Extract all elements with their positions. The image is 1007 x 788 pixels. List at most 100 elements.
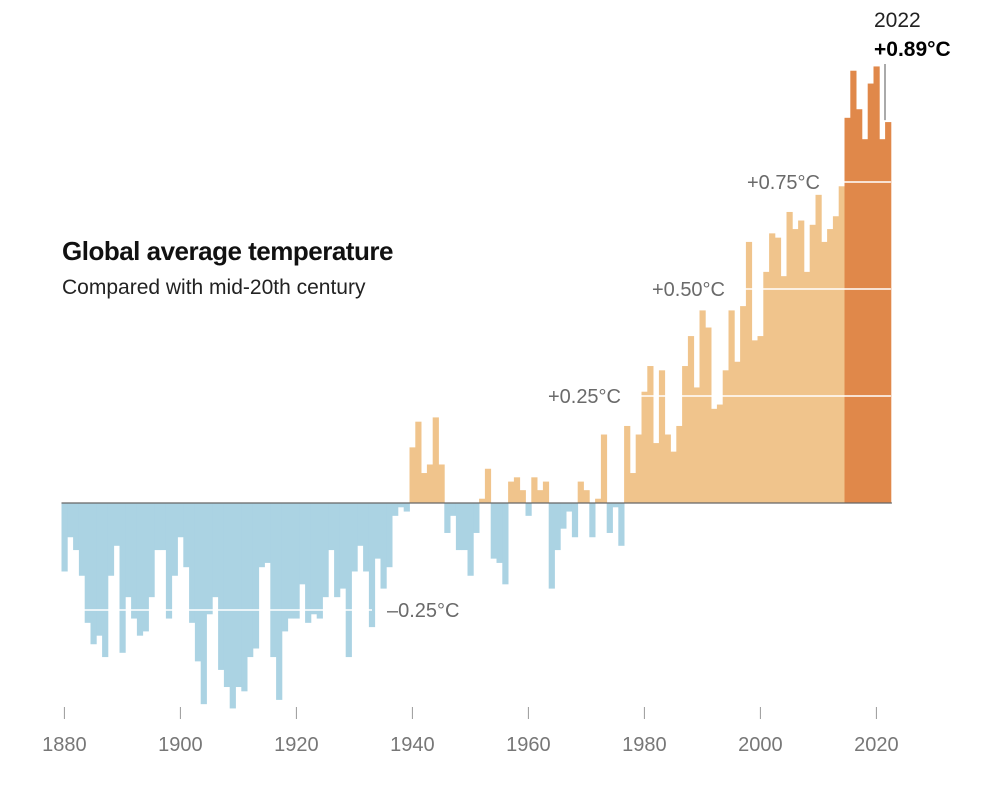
bar-1933 xyxy=(368,503,376,628)
bar-1936 xyxy=(386,503,393,568)
bar-1974 xyxy=(606,503,613,533)
bar-1949 xyxy=(461,503,468,551)
bar-1995 xyxy=(728,310,735,503)
bar-1978 xyxy=(629,473,637,503)
bar-1923 xyxy=(310,503,318,615)
bar-1908 xyxy=(223,503,231,688)
bar-1989 xyxy=(693,387,700,503)
x-tick-label-1940: 1940 xyxy=(390,734,435,756)
bar-1938 xyxy=(397,503,405,508)
annotation-year: 2022 xyxy=(874,9,921,32)
bar-1903 xyxy=(194,503,202,662)
bar-1967 xyxy=(566,503,573,512)
bar-1953 xyxy=(484,468,492,503)
bar-1922 xyxy=(305,503,312,623)
bar-1983 xyxy=(658,370,666,503)
bar-1979 xyxy=(635,434,642,503)
bar-1916 xyxy=(270,503,277,658)
bar-1937 xyxy=(392,503,399,516)
bar-1887 xyxy=(102,503,109,658)
bar-1912 xyxy=(247,503,254,658)
bar-1999 xyxy=(751,340,758,503)
bar-1952 xyxy=(479,498,486,503)
bar-1976 xyxy=(618,503,625,546)
bar-2022 xyxy=(885,122,892,503)
bar-1926 xyxy=(328,503,335,551)
bar-2021 xyxy=(879,139,886,503)
bar-1891 xyxy=(125,503,132,598)
bar-2014 xyxy=(838,186,845,503)
bar-1980 xyxy=(641,391,648,503)
bar-1988 xyxy=(687,336,695,503)
bar-2010 xyxy=(815,194,822,503)
bar-1918 xyxy=(281,503,289,632)
bar-1970 xyxy=(583,490,590,503)
bar-1996 xyxy=(734,361,741,503)
bar-2009 xyxy=(809,224,816,504)
bar-2008 xyxy=(803,271,811,503)
bar-1885 xyxy=(90,503,97,645)
bar-2000 xyxy=(757,336,764,503)
bar-1987 xyxy=(682,366,689,503)
bar-2003 xyxy=(774,237,782,503)
bar-1882 xyxy=(73,503,80,551)
bar-1981 xyxy=(647,366,654,503)
bar-1985 xyxy=(670,451,677,503)
bar-1934 xyxy=(374,503,381,559)
bar-1895 xyxy=(148,503,155,598)
bar-1955 xyxy=(496,503,503,563)
bar-1973 xyxy=(600,434,608,503)
bar-2002 xyxy=(769,233,776,504)
bar-2004 xyxy=(780,276,787,503)
bar-1946 xyxy=(444,503,451,533)
bar-2018 xyxy=(861,139,869,503)
bar-1904 xyxy=(200,503,207,705)
bar-2001 xyxy=(763,271,770,503)
bar-2015 xyxy=(844,117,851,504)
bar-1963 xyxy=(542,481,550,503)
bar-1961 xyxy=(531,477,538,503)
bar-1982 xyxy=(653,443,660,503)
bar-1972 xyxy=(595,498,602,503)
bar-series xyxy=(61,66,892,709)
x-tick-label-1880: 1880 xyxy=(42,734,87,756)
bar-2011 xyxy=(821,241,828,504)
bar-1914 xyxy=(258,503,265,568)
bar-1957 xyxy=(508,481,515,503)
bar-1998 xyxy=(745,241,753,504)
bar-1959 xyxy=(519,490,526,503)
bar-1947 xyxy=(450,503,457,516)
reference-lines: –0.25°C +0.25°C +0.50°C +0.75°C xyxy=(84,172,891,622)
bar-1944 xyxy=(432,417,439,503)
bar-1935 xyxy=(380,503,387,589)
bar-1975 xyxy=(612,503,619,508)
bar-1883 xyxy=(78,503,86,576)
chart-title: Global average temperature xyxy=(62,236,393,266)
bar-2007 xyxy=(798,220,805,503)
x-tick-label-1900: 1900 xyxy=(158,734,203,756)
x-tick-label-2000: 2000 xyxy=(738,734,783,756)
bar-1901 xyxy=(183,503,190,568)
bar-1994 xyxy=(722,370,729,503)
bar-1900 xyxy=(177,503,184,538)
bar-1928 xyxy=(339,503,347,589)
x-tick-label-2020: 2020 xyxy=(854,734,899,756)
bar-1930 xyxy=(351,503,358,572)
bar-1984 xyxy=(664,434,671,503)
bar-2016 xyxy=(850,70,857,503)
bar-1964 xyxy=(548,503,555,589)
bar-2017 xyxy=(856,109,863,504)
reference-label-0-5: +0.50°C xyxy=(652,279,725,301)
reference-label-neg0-25: –0.25°C xyxy=(387,600,460,622)
bar-1951 xyxy=(473,503,480,533)
bar-1884 xyxy=(84,503,91,623)
bar-1888 xyxy=(107,503,115,576)
bar-1897 xyxy=(160,503,167,551)
bar-1920 xyxy=(293,503,300,619)
bar-1880 xyxy=(61,503,68,572)
bar-1892 xyxy=(131,503,138,619)
bar-1927 xyxy=(334,503,341,598)
bar-1886 xyxy=(96,503,103,636)
bar-1977 xyxy=(624,425,631,503)
annotation-value: +0.89°C xyxy=(874,38,951,61)
